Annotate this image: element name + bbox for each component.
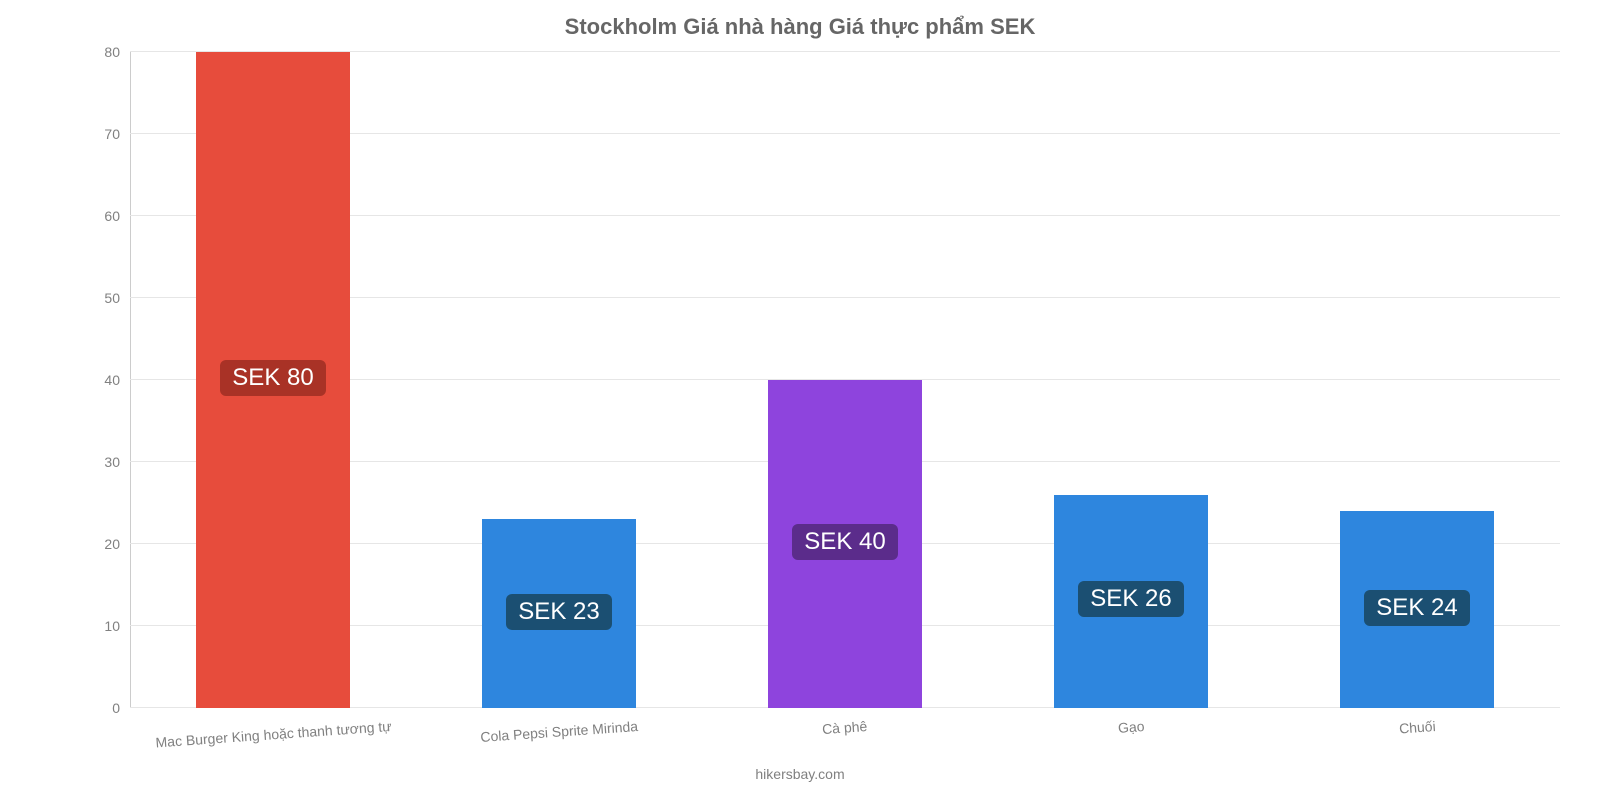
x-label-slot: Mac Burger King hoặc thanh tương tự bbox=[130, 718, 416, 734]
x-axis-label: Cola Pepsi Sprite Mirinda bbox=[480, 718, 639, 745]
bars-container: SEK 80 SEK 23 SEK 40 SEK 26 SEK 24 bbox=[130, 52, 1560, 708]
y-tick-label: 30 bbox=[104, 454, 130, 470]
attribution: hikersbay.com bbox=[0, 766, 1600, 782]
y-tick-label: 60 bbox=[104, 208, 130, 224]
x-axis-label: Mac Burger King hoặc thanh tương tự bbox=[155, 718, 392, 750]
bar: SEK 40 bbox=[768, 380, 922, 708]
bar-slot: SEK 23 bbox=[416, 52, 702, 708]
x-axis-labels: Mac Burger King hoặc thanh tương tựCola … bbox=[130, 718, 1560, 734]
bar-slot: SEK 40 bbox=[702, 52, 988, 708]
x-label-slot: Cola Pepsi Sprite Mirinda bbox=[416, 718, 702, 734]
y-tick-label: 20 bbox=[104, 536, 130, 552]
x-label-slot: Gạo bbox=[988, 718, 1274, 734]
y-tick-label: 50 bbox=[104, 290, 130, 306]
plot-area: SEK 80SEK 23SEK 40SEK 26SEK 24 010203040… bbox=[130, 52, 1560, 708]
x-label-slot: Chuối bbox=[1274, 718, 1560, 734]
value-badge: SEK 40 bbox=[792, 524, 897, 560]
bar: SEK 23 bbox=[482, 519, 636, 708]
y-tick-label: 70 bbox=[104, 126, 130, 142]
price-bar-chart: Stockholm Giá nhà hàng Giá thực phẩm SEK… bbox=[0, 0, 1600, 800]
bar: SEK 80 bbox=[196, 52, 350, 708]
value-badge: SEK 23 bbox=[506, 594, 611, 630]
x-label-slot: Cà phê bbox=[702, 718, 988, 734]
chart-title: Stockholm Giá nhà hàng Giá thực phẩm SEK bbox=[0, 0, 1600, 40]
y-tick-label: 0 bbox=[112, 700, 130, 716]
bar: SEK 26 bbox=[1054, 495, 1208, 708]
x-axis-label: Chuối bbox=[1398, 718, 1436, 737]
y-tick-label: 10 bbox=[104, 618, 130, 634]
x-axis-label: Cà phê bbox=[822, 718, 868, 737]
bar-slot: SEK 26 bbox=[988, 52, 1274, 708]
value-badge: SEK 26 bbox=[1078, 581, 1183, 617]
bar-slot: SEK 24 bbox=[1274, 52, 1560, 708]
y-tick-label: 40 bbox=[104, 372, 130, 388]
value-badge: SEK 24 bbox=[1364, 590, 1469, 626]
y-tick-label: 80 bbox=[104, 44, 130, 60]
value-badge: SEK 80 bbox=[220, 360, 325, 396]
x-axis-label: Gạo bbox=[1117, 718, 1145, 736]
bar-slot: SEK 80 bbox=[130, 52, 416, 708]
bar: SEK 24 bbox=[1340, 511, 1494, 708]
